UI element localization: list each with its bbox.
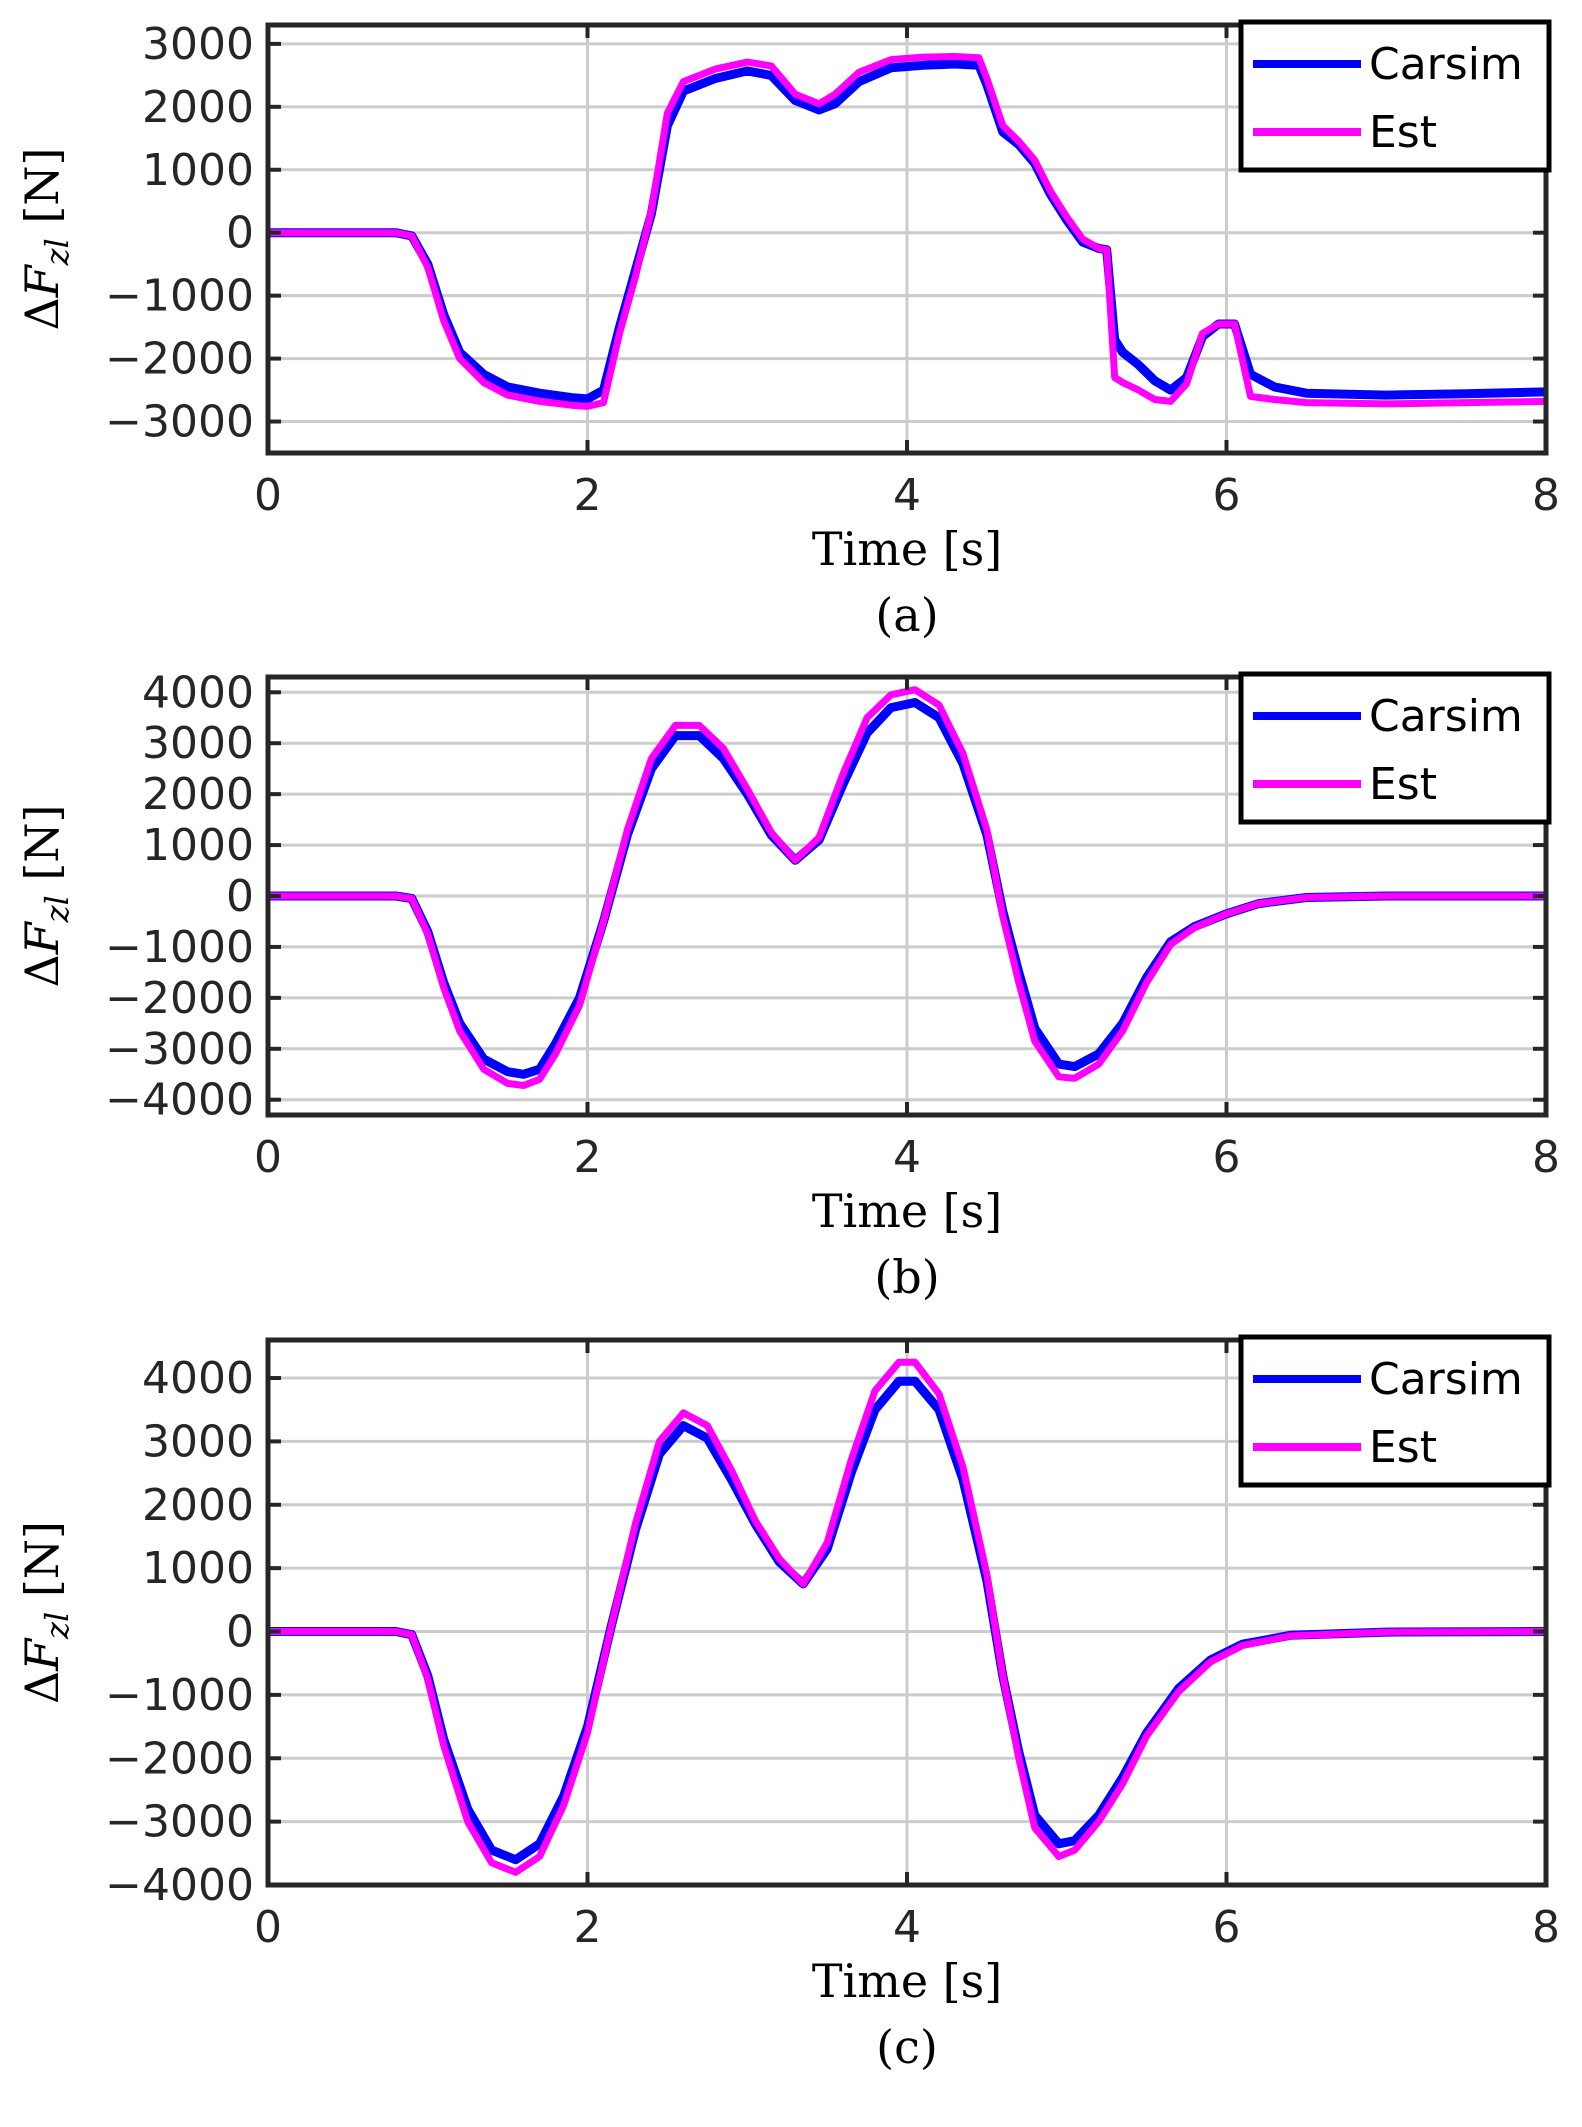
series-line-est bbox=[268, 686, 1546, 1089]
x-tick-label: 4 bbox=[893, 1902, 921, 1953]
x-tick-label: 6 bbox=[1213, 1132, 1241, 1183]
legend-label-est: Est bbox=[1369, 1422, 1437, 1473]
y-tick-label: 0 bbox=[226, 1607, 254, 1658]
legend-box bbox=[1238, 1334, 1552, 1488]
y-tick-label: 4000 bbox=[142, 1353, 254, 1404]
x-tick-label: 2 bbox=[574, 1902, 602, 1953]
y-tick-label: −3000 bbox=[105, 1024, 254, 1075]
y-tick-label: 2000 bbox=[142, 82, 254, 133]
x-tick-label: 4 bbox=[893, 1132, 921, 1183]
legend-label-est: Est bbox=[1369, 759, 1437, 810]
legend: Carsim Est bbox=[1238, 1334, 1552, 1488]
x-tick-label: 0 bbox=[254, 1132, 282, 1183]
x-tick-label: 6 bbox=[1213, 470, 1241, 521]
x-axis-label: Time [s] bbox=[812, 522, 1002, 576]
series-line-est bbox=[268, 53, 1546, 410]
y-tick-label: 3000 bbox=[142, 1416, 254, 1467]
y-tick-label: 1000 bbox=[142, 820, 254, 871]
y-tick-label: −1000 bbox=[105, 922, 254, 973]
y-tick-label: 1000 bbox=[142, 145, 254, 196]
y-axis-label: ΔFzl [N] bbox=[15, 1521, 76, 1704]
y-tick-label: 0 bbox=[226, 871, 254, 922]
legend-label-carsim: Carsim bbox=[1369, 691, 1523, 742]
legend-label-carsim: Carsim bbox=[1369, 39, 1523, 90]
subplot-a: −3000 −2000 −1000 0 1000 2000 3000 0 2 4 6 8 Time [s… bbox=[15, 19, 1560, 642]
y-tick-label: −3000 bbox=[105, 1797, 254, 1848]
subplot-caption: (b) bbox=[874, 1250, 939, 1304]
y-tick-label: 4000 bbox=[142, 667, 254, 718]
subplot-caption: (c) bbox=[876, 2020, 938, 2074]
x-tick-label: 6 bbox=[1213, 1902, 1241, 1953]
y-tick-label: −3000 bbox=[105, 397, 254, 448]
x-tick-label: 8 bbox=[1532, 1902, 1560, 1953]
x-tick-label: 2 bbox=[574, 1132, 602, 1183]
subplot-caption: (a) bbox=[875, 588, 938, 642]
x-tick-label: 8 bbox=[1532, 470, 1560, 521]
subplot-c: −4000 −3000 −2000 −1000 0 1000 2000 3000 4000 0 2 4… bbox=[15, 1334, 1560, 2074]
y-tick-label: 2000 bbox=[142, 769, 254, 820]
y-tick-label: −4000 bbox=[105, 1075, 254, 1126]
x-tick-label: 2 bbox=[574, 470, 602, 521]
y-tick-label: 0 bbox=[226, 208, 254, 259]
y-tick-label: −2000 bbox=[105, 1733, 254, 1784]
legend: Carsim Est bbox=[1238, 671, 1552, 825]
y-tick-label: 3000 bbox=[142, 19, 254, 70]
y-tick-label: −2000 bbox=[105, 973, 254, 1024]
y-tick-label: 3000 bbox=[142, 718, 254, 769]
legend-label-carsim: Carsim bbox=[1369, 1354, 1523, 1405]
x-axis-label: Time [s] bbox=[812, 1184, 1002, 1238]
legend-box bbox=[1238, 671, 1552, 825]
x-tick-label: 0 bbox=[254, 1902, 282, 1953]
legend-label-est: Est bbox=[1369, 107, 1437, 158]
legend: Carsim Est bbox=[1238, 19, 1552, 173]
y-tick-label: 1000 bbox=[142, 1543, 254, 1594]
legend-box bbox=[1238, 19, 1552, 173]
y-tick-label: 2000 bbox=[142, 1480, 254, 1531]
x-axis-label: Time [s] bbox=[812, 1954, 1002, 2008]
x-tick-label: 4 bbox=[893, 470, 921, 521]
y-tick-label: −4000 bbox=[105, 1860, 254, 1911]
series-line-est bbox=[268, 1358, 1546, 1876]
x-tick-label: 8 bbox=[1532, 1132, 1560, 1183]
y-tick-label: −2000 bbox=[105, 334, 254, 385]
y-tick-label: −1000 bbox=[105, 271, 254, 322]
y-axis-label: ΔFzl [N] bbox=[15, 804, 76, 987]
y-tick-label: −1000 bbox=[105, 1670, 254, 1721]
y-axis-label: ΔFzl [N] bbox=[15, 147, 76, 330]
x-tick-label: 0 bbox=[254, 470, 282, 521]
